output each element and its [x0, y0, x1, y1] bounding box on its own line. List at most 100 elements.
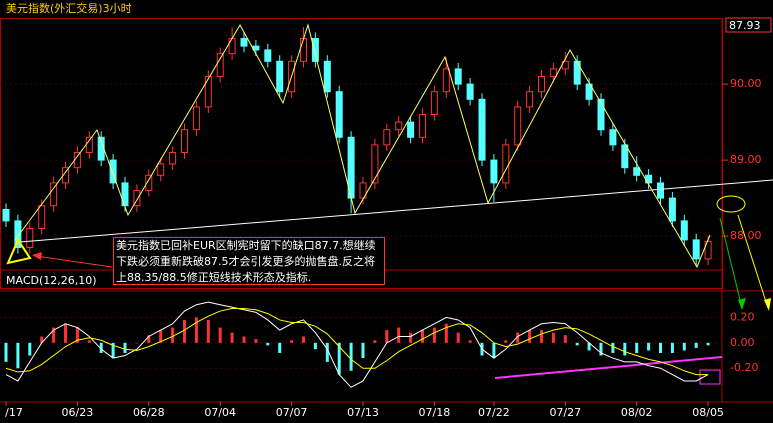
macd-bar: [587, 342, 591, 351]
candle-body: [442, 68, 450, 93]
macd-bar: [337, 342, 341, 375]
x-tick-label: 08/05: [692, 406, 724, 419]
candle-body: [133, 189, 141, 207]
candle-body: [478, 98, 486, 161]
macd-bar: [325, 342, 329, 362]
candle-body: [359, 182, 367, 199]
candle-body: [300, 38, 307, 62]
macd-bar: [302, 336, 305, 343]
candle-body: [14, 220, 22, 248]
candle-body: [204, 76, 212, 108]
macd-bar: [206, 319, 210, 343]
macd-bar: [611, 342, 615, 353]
candle-body: [704, 240, 712, 260]
macd-bar: [540, 330, 543, 343]
y-tick-label: 0.20: [730, 310, 755, 323]
y-tick-label: 0.00: [730, 336, 755, 349]
macd-bar: [456, 332, 460, 343]
macd-line: [5, 308, 709, 376]
candle-body: [26, 227, 34, 248]
candle-body: [668, 197, 676, 222]
macd-bar: [409, 332, 413, 343]
macd-bar: [706, 342, 710, 346]
candle-body: [335, 91, 343, 138]
x-tick-label: 08/02: [621, 406, 653, 419]
candle-body: [109, 159, 117, 184]
macd-bar: [147, 335, 151, 343]
candle-body: [633, 167, 641, 176]
ellipse-mark: [716, 195, 746, 213]
macd-bar: [254, 339, 258, 343]
x-tick-label: 07/22: [478, 406, 510, 419]
candle-body: [680, 220, 688, 241]
candle-body: [192, 106, 200, 131]
y-tick-label: -0.20: [730, 361, 758, 374]
macd-bar: [563, 335, 567, 343]
candle-body: [395, 121, 403, 131]
macd-trend-line: [494, 356, 723, 379]
candle-body: [609, 129, 617, 146]
macd-bar: [551, 332, 555, 343]
macd-bar: [40, 336, 44, 343]
pointer-arrow: [35, 255, 113, 268]
trend-line: [19, 179, 773, 243]
macd-bar: [575, 342, 579, 346]
macd-bar: [516, 332, 520, 343]
candle-body: [692, 239, 700, 260]
candle-body: [419, 114, 426, 138]
macd-bar: [349, 342, 353, 371]
macd-bar: [64, 323, 67, 343]
candle-body: [585, 83, 593, 100]
candle-body: [371, 144, 379, 184]
candle-body: [216, 53, 224, 78]
candle-body: [526, 91, 534, 108]
last-price: 87.93: [729, 19, 761, 32]
macd-bar: [682, 342, 686, 351]
macd-bar: [421, 330, 424, 343]
macd-bar: [135, 342, 139, 344]
candle-body: [490, 159, 498, 184]
macd-bar: [16, 342, 20, 369]
macd-bar: [635, 342, 639, 353]
macd-bar: [159, 330, 163, 343]
x-tick-label: 07/27: [549, 406, 581, 419]
candle-body: [573, 60, 581, 85]
macd-box: [699, 369, 721, 385]
candle-body: [311, 38, 319, 62]
candle-body: [2, 208, 10, 222]
x-tick-label: 06/23: [62, 406, 94, 419]
macd-bar: [28, 342, 32, 356]
macd-bar: [504, 340, 508, 343]
macd-bar: [468, 340, 472, 343]
macd-title: MACD(12,26,10): [6, 274, 97, 287]
macd-bar: [52, 327, 56, 343]
candle-body: [502, 144, 510, 184]
x-tick-label: 06/28: [133, 406, 165, 419]
macd-bar: [290, 340, 294, 343]
candle-body: [454, 68, 462, 85]
x-tick-label: /17: [5, 406, 23, 419]
macd-bar: [444, 323, 448, 343]
candle-body: [62, 167, 69, 184]
macd-bar: [528, 330, 532, 343]
macd-bar: [659, 342, 662, 353]
macd-bar: [87, 340, 91, 343]
macd-bar: [99, 342, 103, 353]
candle-body: [181, 129, 188, 153]
candle-body: [383, 129, 391, 146]
candle-body: [240, 38, 248, 47]
candle-body: [466, 83, 474, 100]
candle-body: [157, 163, 165, 176]
arrow-head: [764, 298, 771, 311]
macd-line: [5, 301, 709, 388]
candle-body: [514, 106, 522, 146]
candle-body: [549, 68, 557, 78]
macd-bar: [599, 342, 603, 356]
macd-bar: [111, 342, 115, 359]
candle-body: [169, 152, 177, 165]
arrow-head: [32, 252, 42, 260]
candle-body: [50, 182, 58, 207]
candle-body: [73, 152, 81, 169]
last-price-box: [725, 17, 772, 33]
candle-body: [407, 121, 415, 138]
